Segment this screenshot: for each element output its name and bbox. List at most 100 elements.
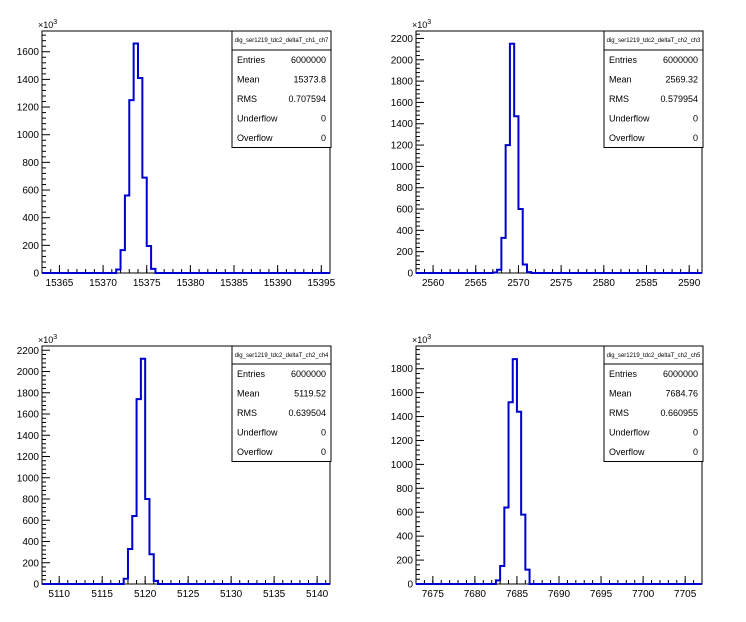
y-axis-multiplier-exp: 3 — [53, 334, 57, 341]
stats-label-mean: Mean — [609, 389, 632, 399]
y-tick-label: 2200 — [17, 346, 40, 357]
histogram-pad-3: 0 200 400 600 800 1000 1200 1400 1600 1800 2000 220… — [17, 334, 332, 600]
stats-box-title: dig_ser1219_tdc2_deltaT_ch2_ch3 — [607, 38, 701, 44]
histogram-bin — [496, 580, 500, 584]
x-tick-label: 2575 — [550, 278, 573, 289]
stats-label-underflow: Underflow — [237, 114, 278, 124]
y-tick-label: 0 — [33, 269, 39, 280]
x-tick-label: 5115 — [91, 589, 113, 600]
y-tick-label: 600 — [396, 205, 413, 216]
stats-label-overflow: Overflow — [609, 133, 645, 143]
histogram-bin — [517, 412, 521, 584]
y-tick-label: 1800 — [391, 364, 414, 375]
histogram-bin — [521, 515, 525, 584]
y-tick-label: 800 — [22, 158, 39, 169]
x-tick-label: 15375 — [133, 278, 161, 289]
y-tick-label: 1800 — [391, 77, 414, 88]
stats-label-mean: Mean — [237, 389, 260, 399]
stats-value-underflow: 0 — [321, 114, 326, 124]
y-axis-multiplier-base: ×10 — [412, 20, 427, 30]
stats-value-mean: 2569.32 — [665, 75, 698, 85]
y-tick-label: 0 — [407, 269, 413, 280]
y-tick-label: 1000 — [391, 162, 414, 173]
x-tick-label: 2560 — [422, 278, 445, 289]
histogram-bin — [514, 116, 518, 273]
stats-value-rms: 0.707594 — [288, 94, 326, 104]
x-tick-label: 2590 — [678, 278, 701, 289]
stats-label-mean: Mean — [609, 75, 632, 85]
histogram-bin — [151, 269, 155, 273]
histogram-bin — [154, 581, 158, 584]
y-tick-label: 200 — [22, 558, 39, 569]
y-tick-label: 600 — [22, 516, 39, 527]
y-tick-label: 1000 — [391, 460, 414, 471]
x-tick-label: 5135 — [263, 589, 286, 600]
histogram-bin — [137, 399, 141, 584]
y-axis-multiplier: ×103 — [412, 19, 431, 30]
x-tick-label: 2585 — [635, 278, 658, 289]
x-tick-label: 5130 — [220, 589, 243, 600]
stats-value-rms: 0.579954 — [660, 94, 698, 104]
x-tick-label: 7690 — [548, 589, 571, 600]
x-tick-label: 5120 — [134, 589, 157, 600]
histogram-bin — [142, 178, 146, 273]
histogram-bin — [116, 270, 120, 273]
x-tick-label: 7700 — [632, 589, 655, 600]
y-axis-multiplier-exp: 3 — [427, 19, 431, 26]
y-axis-multiplier-exp: 3 — [53, 19, 57, 26]
stats-label-overflow: Overflow — [237, 447, 273, 457]
y-tick-label: 1200 — [17, 452, 40, 463]
histogram-bin — [510, 44, 514, 273]
x-tick-label: 7675 — [422, 589, 445, 600]
histogram-outline — [416, 42, 702, 274]
y-tick-label: 1400 — [17, 431, 40, 442]
y-axis-multiplier: ×103 — [38, 19, 57, 30]
histogram-outline — [42, 42, 330, 274]
histogram-bin — [525, 570, 529, 584]
y-axis-multiplier-base: ×10 — [412, 335, 427, 345]
histogram-bin — [509, 402, 513, 584]
y-tick-label: 1600 — [391, 98, 414, 109]
stats-label-entries: Entries — [609, 55, 638, 65]
stats-label-rms: RMS — [609, 408, 629, 418]
stats-label-overflow: Overflow — [609, 447, 645, 457]
y-tick-label: 1000 — [17, 130, 40, 141]
stats-box — [603, 345, 704, 462]
histogram-bin — [121, 250, 125, 273]
y-tick-label: 2000 — [17, 367, 40, 378]
stats-value-mean: 5119.52 — [294, 389, 326, 399]
y-tick-label: 800 — [22, 495, 39, 506]
y-tick-label: 200 — [22, 241, 39, 252]
stats-label-rms: RMS — [237, 94, 257, 104]
y-axis-multiplier-exp: 3 — [427, 334, 431, 341]
stats-value-mean: 7684.76 — [665, 389, 698, 399]
stats-value-rms: 0.660955 — [660, 408, 698, 418]
stats-value-entries: 6000000 — [291, 55, 326, 65]
stats-value-overflow: 0 — [693, 133, 698, 143]
histogram-bin — [527, 272, 531, 273]
stats-value-entries: 6000000 — [291, 369, 326, 379]
histogram-bin — [504, 507, 508, 584]
y-tick-label: 600 — [22, 186, 39, 197]
y-tick-label: 800 — [396, 484, 413, 495]
histogram-bin — [138, 78, 142, 273]
histogram-bin — [497, 270, 501, 273]
stats-value-entries: 6000000 — [663, 55, 698, 65]
histogram-pad-1: 0 200 400 600 800 1000 1200 1400 1600 15365 15370 1… — [17, 19, 336, 289]
y-tick-label: 1600 — [391, 388, 414, 399]
x-tick-label: 2570 — [507, 278, 530, 289]
x-tick-label: 2580 — [593, 278, 616, 289]
y-tick-label: 1400 — [391, 119, 414, 130]
y-tick-label: 0 — [33, 580, 39, 591]
y-axis-multiplier: ×103 — [412, 334, 431, 345]
stats-box — [603, 30, 704, 148]
y-axis-multiplier-base: ×10 — [38, 20, 53, 30]
histogram-bin — [501, 238, 505, 273]
stats-box — [231, 345, 332, 462]
y-tick-label: 1400 — [391, 412, 414, 423]
histogram-bin — [125, 196, 129, 273]
y-tick-label: 200 — [396, 247, 413, 258]
x-tick-label: 7685 — [506, 589, 529, 600]
x-tick-label: 15380 — [176, 278, 204, 289]
histogram-bin — [506, 145, 510, 273]
